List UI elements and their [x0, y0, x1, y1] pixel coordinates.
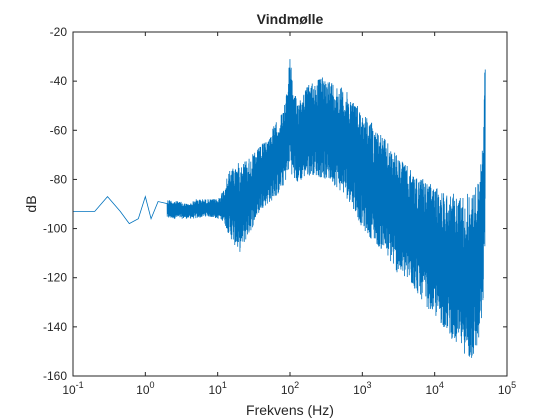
x-tick-label: 101 [208, 380, 226, 397]
y-axis-ticks: -20 -40 -60 -80 -100 -120 -140 -160 [43, 25, 507, 383]
y-axis-label: dB [23, 195, 39, 212]
y-tick-label: -20 [50, 25, 68, 39]
y-tick-label: -80 [50, 172, 68, 186]
series-layer [73, 59, 486, 358]
x-tick-label: 10-1 [62, 380, 83, 397]
y-tick-label: -140 [43, 320, 67, 334]
series-line [73, 59, 486, 358]
x-tick-label: 104 [425, 380, 443, 397]
y-tick-label: -60 [50, 123, 68, 137]
x-axis-label: Frekvens (Hz) [246, 402, 334, 418]
x-tick-label: 103 [353, 380, 371, 397]
y-tick-label: -100 [43, 222, 67, 236]
x-axis-ticks: 10-1 100 101 102 103 104 105 [62, 32, 516, 397]
chart-title: Vindmølle [257, 11, 324, 27]
y-tick-label: -160 [43, 369, 67, 383]
y-tick-label: -120 [43, 271, 67, 285]
y-tick-label: -40 [50, 74, 68, 88]
x-tick-label: 100 [136, 380, 154, 397]
x-tick-label: 102 [281, 380, 299, 397]
x-tick-label: 105 [498, 380, 516, 397]
